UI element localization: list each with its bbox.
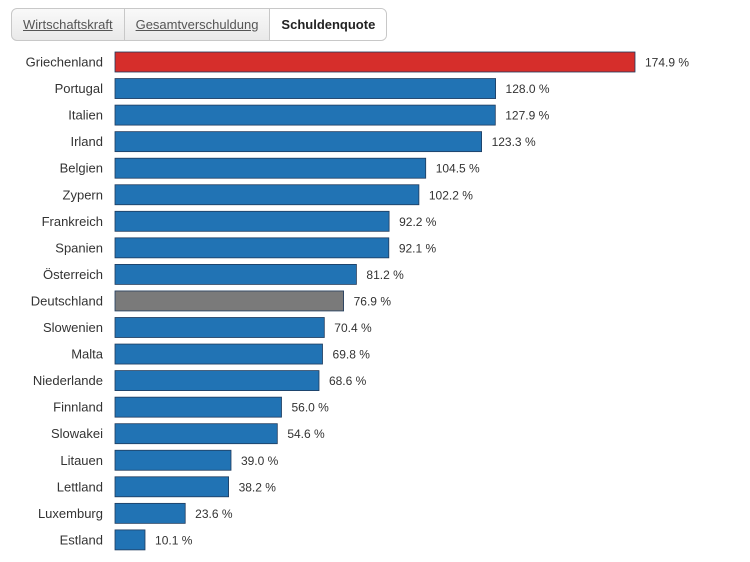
bar--sterreich[interactable] (114, 263, 357, 285)
category-label-estland: Estland (60, 532, 103, 547)
bar-malta[interactable] (114, 343, 323, 365)
bar-belgien[interactable] (114, 157, 427, 179)
category-label-italien: Italien (68, 108, 103, 123)
category-label-spanien: Spanien (55, 240, 103, 255)
bar-finnland[interactable] (114, 396, 282, 418)
bar-lettland[interactable] (114, 476, 229, 498)
category-label-litauen: Litauen (60, 453, 103, 468)
value-label-belgien: 104.5 % (436, 162, 480, 176)
category-label-deutschland: Deutschland (31, 293, 103, 308)
category-label-frankreich: Frankreich (42, 214, 103, 229)
value-label-italien: 127.9 % (505, 109, 549, 123)
value-label-malta: 69.8 % (333, 348, 371, 362)
category-label-malta: Malta (71, 347, 104, 362)
category-label-griechenland: Griechenland (26, 55, 103, 70)
bar-niederlande[interactable] (114, 370, 320, 392)
value-label-niederlande: 68.6 % (329, 374, 367, 388)
value-label-spanien: 92.1 % (399, 241, 437, 255)
tab-schuldenquote[interactable]: Schuldenquote (270, 9, 387, 40)
value-label-lettland: 38.2 % (239, 480, 277, 494)
bar-portugal[interactable] (114, 78, 497, 99)
value-label--sterreich: 81.2 % (366, 268, 404, 282)
category-label-irland: Irland (70, 134, 103, 149)
value-label-irland: 123.3 % (492, 135, 536, 149)
category-label-lettland: Lettland (57, 479, 103, 494)
category-label-zypern: Zypern (63, 187, 103, 202)
category-label--sterreich: Österreich (43, 267, 103, 282)
bar-luxemburg[interactable] (114, 502, 186, 524)
bar-italien[interactable] (114, 104, 496, 126)
value-label-luxemburg: 23.6 % (195, 507, 233, 521)
category-label-finnland: Finnland (53, 400, 103, 415)
category-label-slowenien: Slowenien (43, 320, 103, 335)
category-label-belgien: Belgien (60, 161, 103, 176)
bar-zypern[interactable] (114, 184, 420, 206)
category-label-slowakei: Slowakei (51, 426, 103, 441)
value-label-slowenien: 70.4 % (334, 321, 372, 335)
bar-irland[interactable] (114, 131, 483, 153)
tab-wirtschaftskraft[interactable]: Wirtschaftskraft (12, 9, 125, 40)
value-label-frankreich: 92.2 % (399, 215, 437, 229)
category-label-niederlande: Niederlande (33, 373, 103, 388)
bar-spanien[interactable] (114, 237, 390, 259)
bar-griechenland[interactable] (114, 51, 636, 73)
value-label-portugal: 128.0 % (506, 82, 550, 96)
category-label-portugal: Portugal (55, 81, 104, 96)
bar-litauen[interactable] (114, 449, 232, 471)
bar-slowenien[interactable] (114, 317, 325, 338)
value-label-slowakei: 54.6 % (287, 427, 325, 441)
value-label-deutschland: 76.9 % (354, 294, 392, 308)
bar-slowakei[interactable] (114, 423, 278, 445)
bar-frankreich[interactable] (114, 210, 390, 232)
value-label-finnland: 56.0 % (291, 401, 329, 415)
value-label-zypern: 102.2 % (429, 188, 473, 202)
bar-estland[interactable] (114, 529, 146, 551)
value-label-litauen: 39.0 % (241, 454, 279, 468)
tab-bar: Wirtschaftskraft Gesamtverschuldung Schu… (11, 8, 388, 41)
tab-gesamtverschuldung[interactable]: Gesamtverschuldung (125, 9, 271, 40)
category-label-luxemburg: Luxemburg (38, 506, 103, 521)
bar-deutschland[interactable] (114, 290, 345, 312)
value-label-griechenland: 174.9 % (645, 56, 689, 70)
value-label-estland: 10.1 % (155, 533, 193, 547)
